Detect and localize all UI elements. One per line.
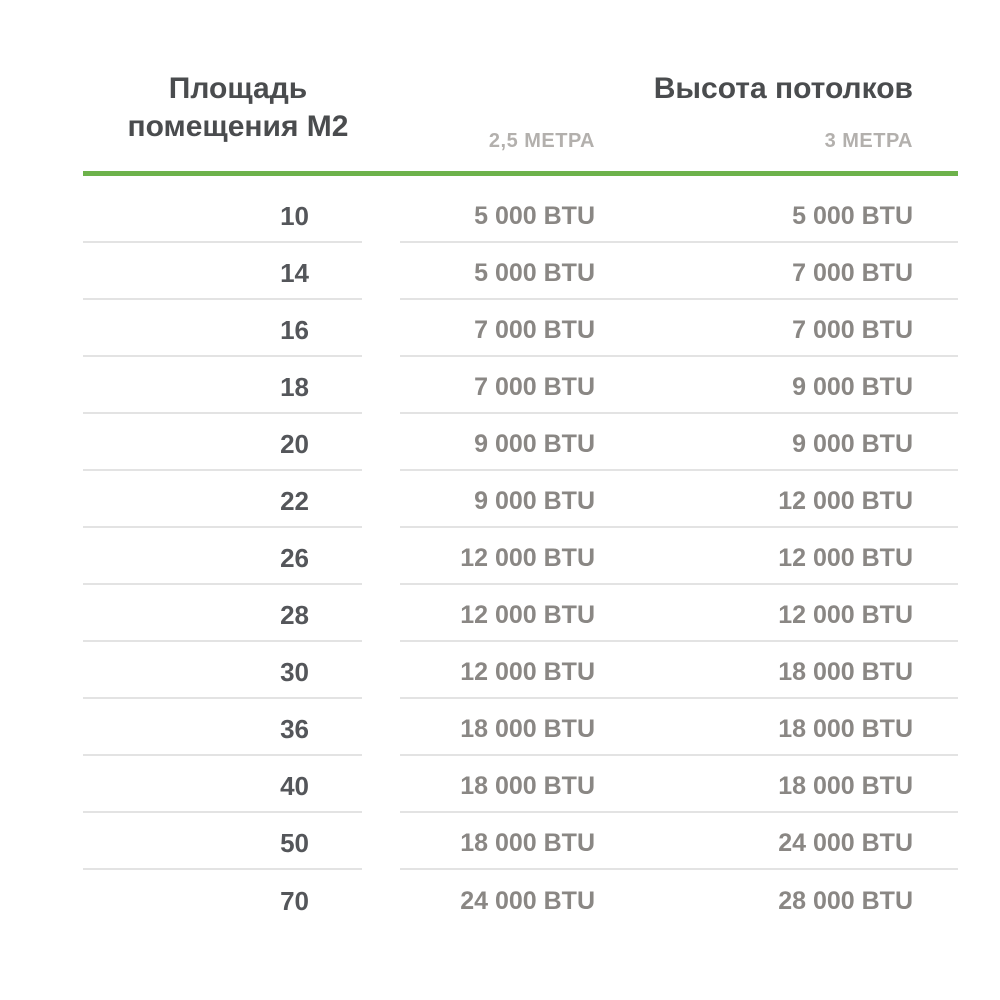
btu-value-3m: 18 000 BTU xyxy=(778,658,913,686)
btu-row-group: 12 000 BTU 12 000 BTU xyxy=(400,528,958,585)
subheader-2-5-metra: 2,5 МЕТРА xyxy=(488,130,595,152)
header-accent-rule xyxy=(83,171,958,176)
area-value: 22 xyxy=(83,471,362,528)
btu-row-group: 18 000 BTU 18 000 BTU xyxy=(400,756,958,813)
btu-value-2-5m: 12 000 BTU xyxy=(460,601,595,629)
area-value: 70 xyxy=(280,886,309,916)
column-gap xyxy=(362,300,400,357)
btu-row-group: 9 000 BTU 12 000 BTU xyxy=(400,471,958,528)
area-value: 50 xyxy=(83,813,362,870)
btu-value-2-5m: 7 000 BTU xyxy=(474,373,595,401)
btu-value-2-5m: 12 000 BTU xyxy=(460,658,595,686)
column-gap xyxy=(362,414,400,471)
table-row: 36 18 000 BTU 18 000 BTU xyxy=(83,699,958,756)
table-header: Площадь помещения М2 Высота потолков 2,5… xyxy=(0,0,1000,176)
btu-row-group: 18 000 BTU 18 000 BTU xyxy=(400,699,958,756)
btu-value-3m: 12 000 BTU xyxy=(778,544,913,572)
column-gap xyxy=(362,528,400,585)
column-gap xyxy=(362,357,400,414)
column-gap xyxy=(362,186,400,243)
btu-row-group: 9 000 BTU 9 000 BTU xyxy=(400,414,958,471)
area-value: 36 xyxy=(83,699,362,756)
btu-value-3m: 28 000 BTU xyxy=(778,887,913,915)
table-row: 22 9 000 BTU 12 000 BTU xyxy=(83,471,958,528)
btu-row-group: 12 000 BTU 18 000 BTU xyxy=(400,642,958,699)
btu-value-3m: 12 000 BTU xyxy=(778,487,913,515)
btu-value-3m: 24 000 BTU xyxy=(778,829,913,857)
btu-value-3m: 12 000 BTU xyxy=(778,601,913,629)
area-value: 30 xyxy=(83,642,362,699)
btu-row-group: 24 000 BTU 28 000 BTU xyxy=(400,870,958,927)
btu-value-2-5m: 24 000 BTU xyxy=(460,887,595,915)
area-column-header: Площадь помещения М2 xyxy=(83,70,393,146)
column-gap xyxy=(362,642,400,699)
btu-row-group: 12 000 BTU 12 000 BTU xyxy=(400,585,958,642)
btu-row-group: 5 000 BTU 7 000 BTU xyxy=(400,243,958,300)
area-value: 20 xyxy=(83,414,362,471)
column-gap xyxy=(362,585,400,642)
area-value: 40 xyxy=(83,756,362,813)
btu-value-2-5m: 18 000 BTU xyxy=(460,715,595,743)
area-header-line2: помещения М2 xyxy=(127,110,349,143)
column-gap xyxy=(362,699,400,756)
column-gap xyxy=(362,471,400,528)
table-row: 30 12 000 BTU 18 000 BTU xyxy=(83,642,958,699)
btu-value-3m: 7 000 BTU xyxy=(792,259,913,287)
column-gap xyxy=(362,243,400,300)
area-value: 28 xyxy=(83,585,362,642)
btu-value-3m: 7 000 BTU xyxy=(792,316,913,344)
area-value: 10 xyxy=(83,186,362,243)
btu-value-3m: 9 000 BTU xyxy=(792,373,913,401)
btu-value-3m: 5 000 BTU xyxy=(792,202,913,230)
area-value: 16 xyxy=(83,300,362,357)
table-row: 70 24 000 BTU 28 000 BTU xyxy=(83,870,958,927)
btu-row-group: 7 000 BTU 9 000 BTU xyxy=(400,357,958,414)
table-body: 10 5 000 BTU 5 000 BTU 14 5 000 BTU 7 000 BTU… xyxy=(83,186,958,927)
table-row: 14 5 000 BTU 7 000 BTU xyxy=(83,243,958,300)
btu-value-3m: 9 000 BTU xyxy=(792,430,913,458)
area-header-line1: Площадь xyxy=(168,72,308,105)
ceiling-height-header: Высота потолков xyxy=(653,72,913,105)
btu-value-2-5m: 9 000 BTU xyxy=(474,487,595,515)
column-gap xyxy=(362,756,400,813)
area-value: 14 xyxy=(83,243,362,300)
btu-value-2-5m: 7 000 BTU xyxy=(474,316,595,344)
area-value: 26 xyxy=(83,528,362,585)
btu-row-group: 18 000 BTU 24 000 BTU xyxy=(400,813,958,870)
subheader-3-metra: 3 МЕТРА xyxy=(824,130,913,152)
table-row: 26 12 000 BTU 12 000 BTU xyxy=(83,528,958,585)
table-row: 16 7 000 BTU 7 000 BTU xyxy=(83,300,958,357)
column-gap xyxy=(362,870,400,927)
area-value: 18 xyxy=(83,357,362,414)
btu-value-2-5m: 5 000 BTU xyxy=(474,202,595,230)
table-row: 40 18 000 BTU 18 000 BTU xyxy=(83,756,958,813)
btu-value-2-5m: 9 000 BTU xyxy=(474,430,595,458)
table-row: 10 5 000 BTU 5 000 BTU xyxy=(83,186,958,243)
btu-value-2-5m: 18 000 BTU xyxy=(460,772,595,800)
table-row: 28 12 000 BTU 12 000 BTU xyxy=(83,585,958,642)
column-gap xyxy=(362,813,400,870)
btu-value-2-5m: 5 000 BTU xyxy=(474,259,595,287)
table-row: 50 18 000 BTU 24 000 BTU xyxy=(83,813,958,870)
btu-row-group: 7 000 BTU 7 000 BTU xyxy=(400,300,958,357)
table-row: 18 7 000 BTU 9 000 BTU xyxy=(83,357,958,414)
table-row: 20 9 000 BTU 9 000 BTU xyxy=(83,414,958,471)
btu-value-3m: 18 000 BTU xyxy=(778,715,913,743)
btu-value-2-5m: 18 000 BTU xyxy=(460,829,595,857)
btu-value-3m: 18 000 BTU xyxy=(778,772,913,800)
btu-value-2-5m: 12 000 BTU xyxy=(460,544,595,572)
btu-row-group: 5 000 BTU 5 000 BTU xyxy=(400,186,958,243)
